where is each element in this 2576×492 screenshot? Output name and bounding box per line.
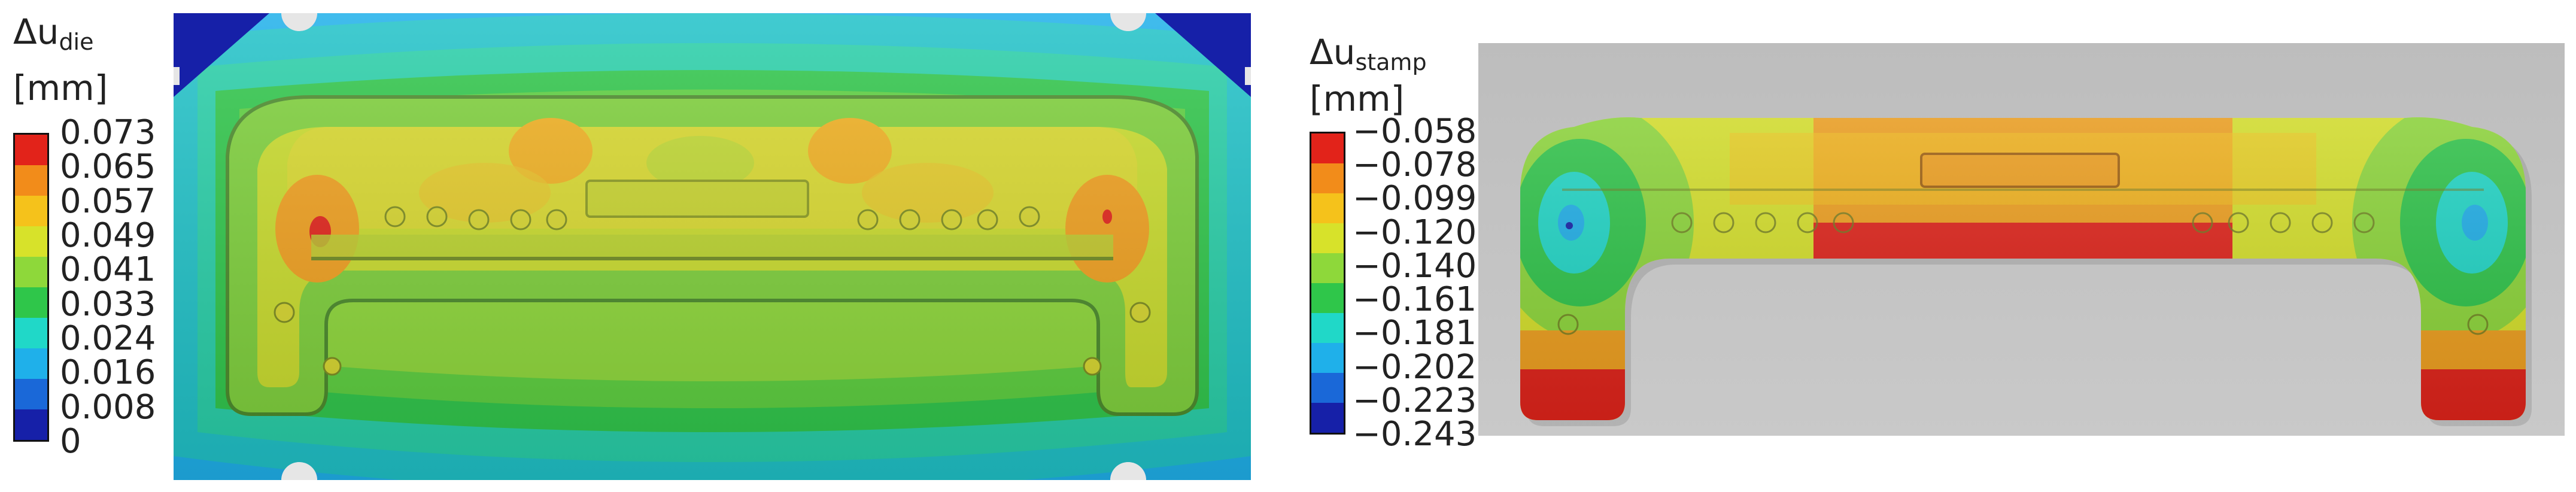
die-contour-plot — [174, 13, 1251, 480]
colorbar-segment — [1311, 313, 1344, 343]
die-legend-subscript: die — [59, 29, 94, 55]
colorbar-tick-label: 0.008 — [60, 387, 156, 427]
colorbar-tick-label: −0.161 — [1353, 280, 1477, 320]
colorbar-tick-label: −0.058 — [1353, 112, 1477, 151]
colorbar-tick-label: −0.181 — [1353, 314, 1477, 353]
die-legend-symbol: Δu — [13, 11, 59, 52]
colorbar-tick-label: 0.041 — [60, 250, 156, 290]
colorbar-segment — [1311, 373, 1344, 403]
colorbar-segment — [1311, 223, 1344, 253]
colorbar-segment — [15, 287, 47, 318]
colorbar-segment — [15, 257, 47, 287]
colorbar-tick-label: −0.243 — [1353, 415, 1477, 454]
die-legend-title: Δudie — [13, 14, 94, 53]
colorbar-segment — [1311, 343, 1344, 373]
colorbar-segment — [15, 196, 47, 226]
colorbar-tick-label: 0.065 — [60, 147, 156, 187]
die-displacement-legend: Δudie [mm] 0.073 0.065 0.057 0.049 0.041 0.03… — [0, 0, 180, 492]
colorbar-segment — [1311, 253, 1344, 283]
stamp-contour-plot — [1478, 43, 2565, 436]
colorbar-tick-label: −0.120 — [1353, 212, 1477, 252]
colorbar-segment — [1311, 283, 1344, 313]
colorbar-segment — [15, 226, 47, 257]
stamp-displacement-legend: Δustamp [mm] −0.058 −0.078 −0.099 −0.120 −0.… — [1305, 0, 1484, 492]
colorbar-tick-label: 0.073 — [60, 113, 156, 152]
colorbar-tick-label: 0.057 — [60, 181, 156, 221]
colorbar-tick-label: −0.099 — [1353, 179, 1477, 218]
colorbar-segment — [1311, 193, 1344, 223]
colorbar-tick-label: 0.049 — [60, 216, 156, 255]
colorbar-segment — [15, 379, 47, 409]
colorbar-tick-label: 0.033 — [60, 284, 156, 324]
colorbar-tick-label: −0.202 — [1353, 347, 1477, 387]
colorbar-segment — [15, 348, 47, 379]
stamp-legend-symbol: Δu — [1310, 32, 1356, 72]
colorbar-tick-label: −0.078 — [1353, 145, 1477, 185]
stamp-legend-title: Δustamp — [1310, 35, 1427, 74]
stamp-legend-unit: [mm] — [1310, 78, 1405, 119]
colorbar-segment — [15, 135, 47, 165]
stamp-colorbar — [1310, 132, 1345, 435]
colorbar-segment — [1311, 163, 1344, 193]
stamp-legend-subscript: stamp — [1355, 49, 1427, 75]
colorbar-segment — [15, 165, 47, 196]
colorbar-segment — [15, 318, 47, 348]
colorbar-segment — [1311, 133, 1344, 163]
die-colorbar — [13, 133, 49, 442]
colorbar-segment — [15, 409, 47, 440]
colorbar-tick-label: −0.140 — [1353, 246, 1477, 286]
colorbar-tick-label: 0 — [60, 422, 81, 461]
die-colorbar-ticks: 0.073 0.065 0.057 0.049 0.041 0.033 0.024 0.016… — [60, 116, 180, 458]
stamp-colorbar-ticks: −0.058 −0.078 −0.099 −0.120 −0.140 −0.161 −0.1… — [1353, 115, 1490, 451]
colorbar-tick-label: 0.016 — [60, 353, 156, 393]
colorbar-segment — [1311, 403, 1344, 433]
colorbar-tick-label: −0.223 — [1353, 381, 1477, 420]
colorbar-tick-label: 0.024 — [60, 319, 156, 358]
die-legend-unit: [mm] — [13, 68, 108, 108]
